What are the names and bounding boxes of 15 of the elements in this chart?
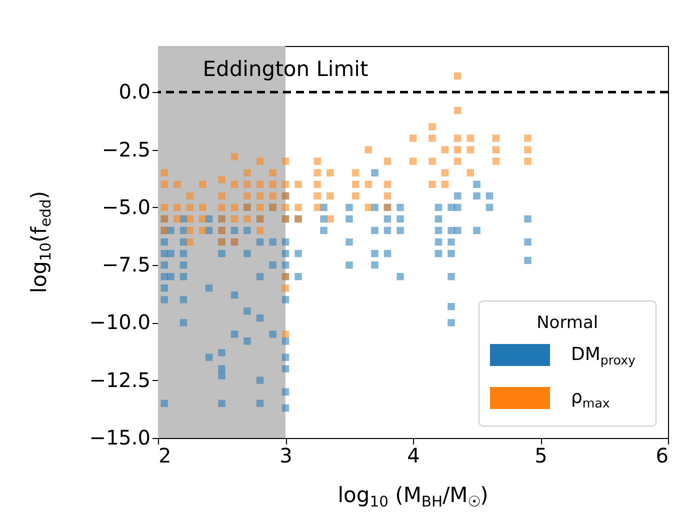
x-tick-label: 5 xyxy=(534,444,548,468)
ref-line-label: Eddington Limit xyxy=(202,57,368,82)
y-axis-title: log10(fedd) xyxy=(27,190,54,294)
y-tick-label: −12.5 xyxy=(89,368,150,392)
y-tick-label: −7.5 xyxy=(102,252,150,277)
y-tick-label: −5.0 xyxy=(102,194,150,219)
x-tick-label: 4 xyxy=(407,444,420,468)
y-tick-label: −10.0 xyxy=(89,310,150,334)
y-tick-label: −2.5 xyxy=(102,137,150,162)
x-tick-label: 2 xyxy=(158,444,172,468)
legend-title: Normal xyxy=(536,313,598,333)
x-tick-label: 6 xyxy=(656,444,668,468)
x-tick-label: 3 xyxy=(280,444,292,468)
y-tick-label: 0.0 xyxy=(118,80,150,104)
y-tick-label: −15.0 xyxy=(89,426,150,450)
